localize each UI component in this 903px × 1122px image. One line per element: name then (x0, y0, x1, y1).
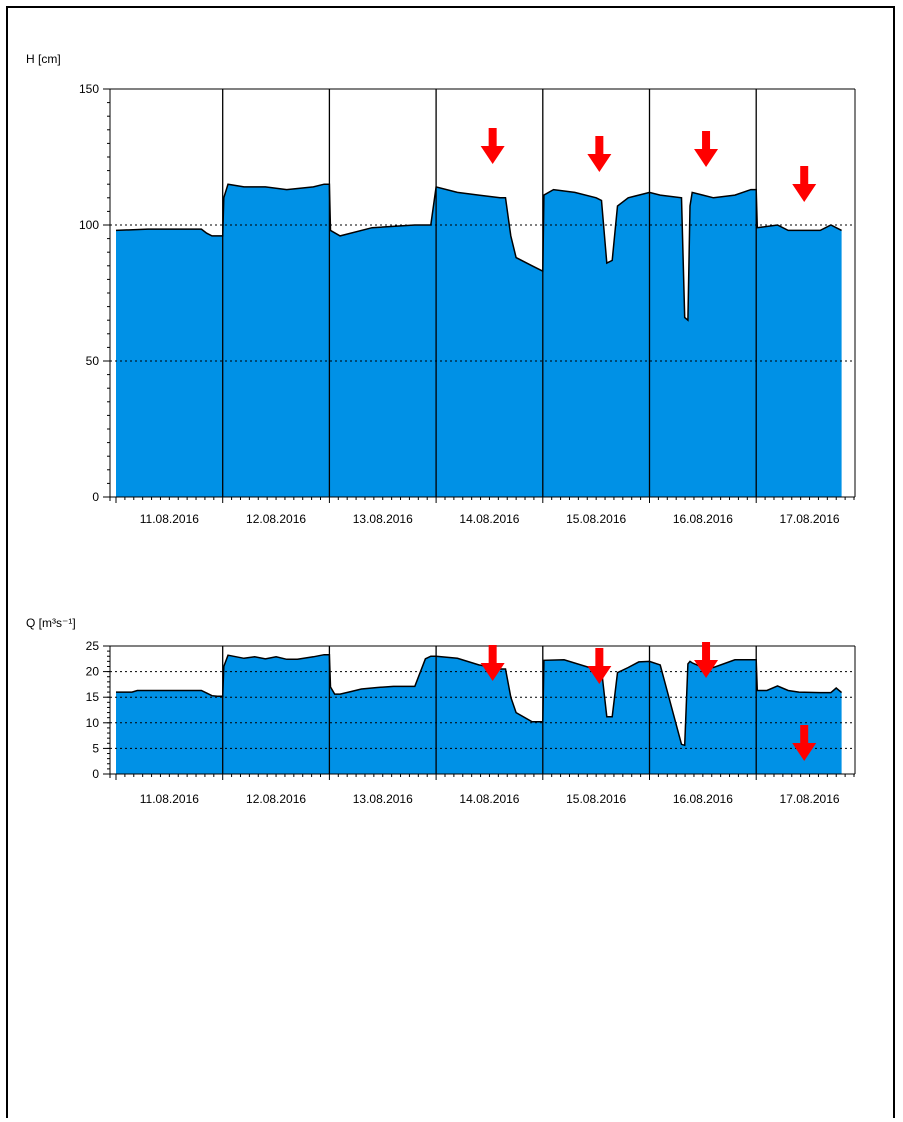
h-water-level-chart: H [cm] 0 50 100 150 11.08.2016 12.08.2016 13.0… (26, 52, 856, 526)
y-tick-label: 20 (86, 665, 100, 679)
y-tick-label: 25 (86, 639, 100, 653)
y-tick-label: 10 (86, 716, 100, 730)
q-discharge-chart: Q [m³s⁻¹] 0 5 10 15 20 25 11.08.2016 12.08.2016… (26, 616, 856, 806)
series-line (116, 653, 843, 747)
red-arrow-marker (694, 131, 719, 167)
x-tick-label: 12.08.2016 (246, 792, 306, 806)
y-tick-label: 0 (92, 767, 99, 781)
x-tick-label: 16.08.2016 (673, 512, 733, 526)
red-arrow-marker (480, 645, 505, 681)
x-tick-label: 15.08.2016 (566, 512, 626, 526)
red-arrow-marker (792, 725, 817, 761)
y-tick-label: 5 (92, 741, 99, 755)
x-tick-label: 13.08.2016 (353, 792, 413, 806)
red-arrow-marker (480, 128, 505, 164)
y-tick-label: 150 (79, 82, 99, 96)
red-arrow-marker (792, 166, 817, 202)
x-tick-label: 17.08.2016 (780, 512, 840, 526)
y-tick-label: 0 (92, 490, 99, 504)
x-tick-label: 14.08.2016 (459, 512, 519, 526)
y-tick-label: 15 (86, 690, 100, 704)
y-tick-label: 50 (86, 354, 100, 368)
h-y-axis-title: H [cm] (26, 52, 61, 66)
series-area (116, 184, 842, 497)
red-arrow-marker (694, 642, 719, 678)
x-tick-label: 15.08.2016 (566, 792, 626, 806)
x-tick-label: 11.08.2016 (140, 512, 199, 526)
x-tick-label: 14.08.2016 (459, 792, 519, 806)
red-arrow-marker (587, 136, 612, 172)
q-y-axis-title: Q [m³s⁻¹] (26, 616, 76, 630)
y-tick-label: 100 (79, 218, 99, 232)
red-arrow-marker (587, 648, 612, 684)
x-tick-label: 11.08.2016 (140, 792, 199, 806)
x-tick-label: 16.08.2016 (673, 792, 733, 806)
x-tick-label: 12.08.2016 (246, 512, 306, 526)
series-area (116, 654, 842, 774)
x-tick-label: 13.08.2016 (353, 512, 413, 526)
x-tick-label: 17.08.2016 (780, 792, 840, 806)
